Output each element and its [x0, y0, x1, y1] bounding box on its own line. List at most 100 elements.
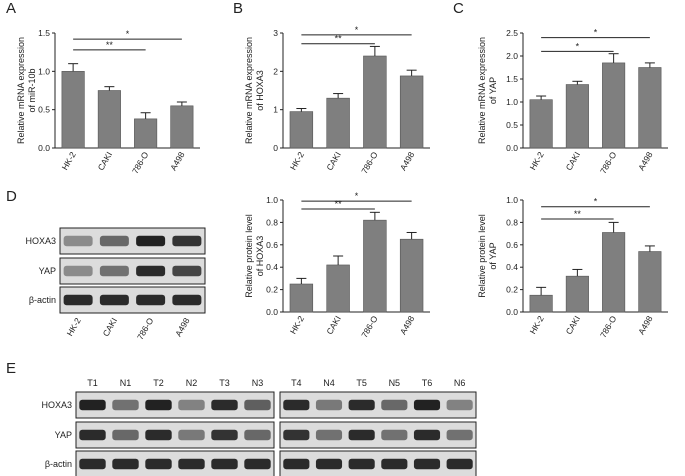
blot-e-left-0-membrane: [75, 391, 275, 419]
band: [211, 429, 238, 441]
band: [413, 429, 441, 441]
band: [63, 235, 93, 247]
y-axis-label: Relative protein level: [477, 214, 487, 298]
blot-lane-label: T5: [356, 378, 367, 388]
band: [283, 399, 310, 411]
band: [446, 458, 473, 470]
chart-c: 0.0 0.5 1.0 1.5 2.0 2.5 Relative mRNA expressi…: [477, 28, 668, 176]
blot-lane-label: N6: [454, 378, 466, 388]
y-tick-label: 0.5: [506, 120, 518, 130]
band: [381, 429, 408, 441]
chart-d1: 0.0 0.2 0.4 0.6 0.8 1.0 Relative protein level…: [244, 191, 430, 339]
y-axis-label: of miR-10b: [27, 68, 37, 112]
bar-hk-2: [529, 99, 553, 149]
panel-letter-a: A: [6, 0, 17, 17]
y-tick-label: 0.0: [38, 143, 50, 153]
band: [63, 294, 93, 306]
significance-label: **: [106, 40, 114, 50]
band: [112, 399, 139, 411]
y-tick-label: 0.6: [506, 240, 518, 250]
significance-label: *: [594, 197, 598, 207]
band: [315, 429, 343, 441]
blot-row-label: β-actin: [29, 295, 56, 305]
panel-letter-e: E: [6, 360, 17, 377]
y-tick-label: 0.4: [506, 262, 518, 272]
y-tick-label: 1.0: [506, 97, 518, 107]
band: [381, 399, 408, 411]
blot-row-label: HOXA3: [25, 236, 56, 246]
bar-hk-2: [289, 111, 314, 149]
blot-lane-label: T1: [87, 378, 98, 388]
x-tick-label: HK-2: [288, 314, 306, 336]
band: [283, 429, 310, 441]
significance-label: **: [574, 209, 582, 219]
band: [413, 458, 441, 470]
band: [145, 399, 172, 411]
blot-d: HOXA3 YAP β-actin HK-2 CAKI 786-O A498: [25, 227, 206, 341]
x-tick-label: A498: [636, 150, 655, 172]
y-axis-label: Relative mRNA expression: [16, 37, 26, 144]
band: [63, 265, 93, 277]
blot-lane-label: N1: [120, 378, 132, 388]
band: [145, 429, 172, 441]
bar-786-o: [363, 55, 387, 149]
y-tick-label: 1: [273, 105, 278, 115]
bar-786-o: [134, 118, 158, 149]
y-tick-label: 1.5: [38, 28, 50, 38]
y-tick-label: 3: [273, 28, 278, 38]
band: [244, 399, 271, 411]
x-tick-label: CAKI: [96, 150, 115, 172]
significance-label: *: [355, 191, 359, 201]
blot-lane-label: T3: [219, 378, 230, 388]
band: [136, 294, 166, 306]
y-tick-label: 2.5: [506, 28, 518, 38]
y-axis-label: of YAP: [488, 242, 498, 269]
bar-a498: [399, 75, 424, 149]
blot-e-right-0-membrane: [279, 391, 477, 419]
bar-786-o: [363, 219, 387, 313]
bar-a498: [638, 67, 662, 149]
significance-label: *: [126, 29, 130, 39]
x-tick-label: 786-O: [359, 314, 380, 340]
x-tick-label: CAKI: [324, 314, 343, 336]
bar-caki: [326, 264, 350, 313]
blot-e-left-2-membrane: [75, 450, 275, 476]
y-tick-label: 0.2: [266, 285, 278, 295]
band: [413, 399, 441, 411]
bar-786-o: [602, 62, 626, 149]
band: [348, 399, 375, 411]
band: [79, 429, 106, 441]
x-tick-label: HK-2: [60, 150, 78, 172]
blot-row-label: HOXA3: [41, 400, 72, 410]
band: [99, 235, 129, 247]
significance-label: *: [576, 41, 580, 51]
band: [211, 399, 238, 411]
band: [244, 429, 271, 441]
significance-label: *: [355, 25, 359, 35]
significance-label: *: [594, 28, 598, 38]
x-tick-label: 786-O: [598, 150, 619, 176]
significance-label: **: [335, 199, 343, 209]
y-tick-label: 0.8: [266, 217, 278, 227]
blot-e-right-2-membrane: [279, 450, 477, 476]
band: [315, 399, 343, 411]
y-axis-label: of YAP: [488, 77, 498, 104]
band: [79, 458, 106, 470]
y-axis-label: Relative mRNA expression: [244, 37, 254, 144]
y-axis-label: Relative protein level: [244, 214, 254, 298]
x-tick-label: HK-2: [528, 150, 546, 172]
blot-row-label: YAP: [39, 266, 56, 276]
chart-d2: 0.0 0.2 0.4 0.6 0.8 1.0 Relative protein level…: [477, 195, 668, 339]
y-axis-label: of HOXA3: [255, 70, 265, 111]
bar-caki: [97, 90, 121, 149]
blot-lane-label: N3: [252, 378, 264, 388]
band: [99, 265, 129, 277]
blot-lane-label: A498: [173, 316, 192, 338]
bar-a498: [638, 251, 662, 313]
y-tick-label: 0.0: [506, 307, 518, 317]
blot-e-right-1-membrane: [279, 421, 477, 449]
y-tick-label: 1.0: [266, 195, 278, 205]
blot-lane-label: T4: [291, 378, 302, 388]
x-tick-label: HK-2: [288, 150, 306, 172]
x-tick-label: A498: [398, 150, 417, 172]
